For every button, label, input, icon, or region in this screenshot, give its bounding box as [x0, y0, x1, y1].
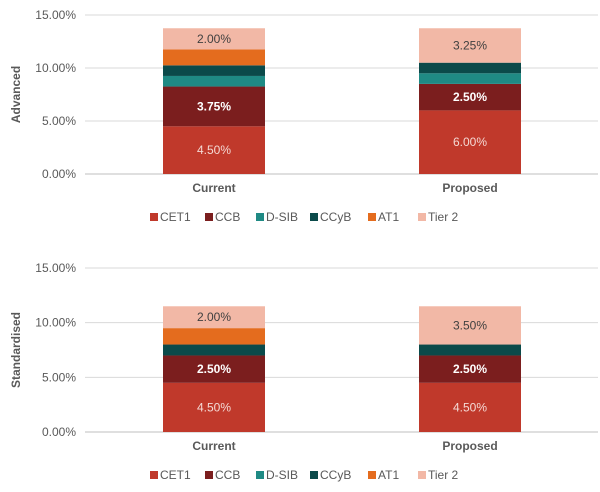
chart-2-bar-proposed-ccb	[419, 355, 521, 383]
chart-2-legend-swatch-tier-2	[418, 471, 426, 479]
chart-1-legend-swatch-ccyb	[310, 213, 318, 221]
chart-1-bar-proposed-ccyb	[419, 62, 521, 74]
chart-1-bar-current-d-sib	[163, 75, 265, 87]
chart-2-data-label-current-ccb: 2.50%	[197, 362, 231, 376]
chart-1-bar-proposed-tier-2	[419, 28, 521, 63]
chart-1-bar-proposed-ccb	[419, 83, 521, 111]
chart-2-data-label-proposed-cet1: 4.50%	[453, 400, 487, 414]
chart-2-legend-swatch-d-sib	[256, 471, 264, 479]
chart-1-bar-current-ccb	[163, 86, 265, 127]
chart-1-data-label-current-cet1: 4.50%	[197, 143, 231, 157]
chart-2-category-label-proposed: Proposed	[442, 439, 497, 453]
chart-1-legend-label-ccyb: CCyB	[320, 210, 351, 224]
chart-1-bar-current-tier-2	[163, 28, 265, 50]
chart-2-data-label-proposed-tier-2: 3.50%	[453, 318, 487, 332]
chart-1-legend-label-tier-2: Tier 2	[428, 210, 459, 224]
chart-2-bar-current-ccyb	[163, 344, 265, 356]
chart-2-bar-proposed-tier-2	[419, 306, 521, 345]
chart-1-data-label-current-tier-2: 2.00%	[197, 32, 231, 46]
chart-1-legend-swatch-cet1	[150, 213, 158, 221]
chart-2-legend-label-d-sib: D-SIB	[266, 468, 298, 482]
chart-2-data-label-current-cet1: 4.50%	[197, 400, 231, 414]
chart-2-bar-proposed-ccyb	[419, 344, 521, 356]
chart-2-legend-swatch-ccb	[205, 471, 213, 479]
chart-2-bar-current-tier-2	[163, 306, 265, 329]
chart-1-category-label-current: Current	[192, 181, 235, 195]
chart-2-legend-label-ccb: CCB	[215, 468, 240, 482]
chart-1-legend-label-at1: AT1	[378, 210, 399, 224]
chart-1-legend-label-d-sib: D-SIB	[266, 210, 298, 224]
chart-1-bar-proposed-cet1	[419, 110, 521, 174]
chart-2-y-tick-label: 10.00%	[35, 316, 76, 330]
chart-2-legend-label-at1: AT1	[378, 468, 399, 482]
chart-2-bar-proposed-cet1	[419, 382, 521, 432]
chart-2-legend-swatch-at1	[368, 471, 376, 479]
chart-2-legend-label-tier-2: Tier 2	[428, 468, 459, 482]
chart-1-data-label-current-ccb: 3.75%	[197, 99, 231, 113]
chart-1-legend-swatch-d-sib	[256, 213, 264, 221]
chart-1-bar-current-ccyb	[163, 65, 265, 76]
chart-2-bar-current-cet1	[163, 382, 265, 432]
chart-2-data-label-current-tier-2: 2.00%	[197, 310, 231, 324]
chart-1-legend-swatch-tier-2	[418, 213, 426, 221]
chart-1-y-axis-title: Advanced	[9, 66, 23, 123]
chart-1-legend-swatch-ccb	[205, 213, 213, 221]
chart-2-legend-swatch-cet1	[150, 471, 158, 479]
chart-1-y-tick-label: 0.00%	[42, 167, 76, 181]
chart-1-bar-proposed-d-sib	[419, 73, 521, 84]
chart-1-legend-label-cet1: CET1	[160, 210, 191, 224]
chart-2-legend-swatch-ccyb	[310, 471, 318, 479]
chart-2-data-label-proposed-ccb: 2.50%	[453, 362, 487, 376]
chart-2-y-tick-label: 0.00%	[42, 425, 76, 439]
chart-1-data-label-proposed-tier-2: 3.25%	[453, 38, 487, 52]
chart-2-y-tick-label: 5.00%	[42, 370, 76, 384]
chart-1-legend-label-ccb: CCB	[215, 210, 240, 224]
chart-1-bar-current-at1	[163, 49, 265, 66]
chart-1-legend-swatch-at1	[368, 213, 376, 221]
chart-1-y-tick-label: 10.00%	[35, 61, 76, 75]
chart-2-bar-current-ccb	[163, 355, 265, 383]
chart-2-legend-label-ccyb: CCyB	[320, 468, 351, 482]
chart-1-bar-current-cet1	[163, 126, 265, 174]
chart-2-legend-label-cet1: CET1	[160, 468, 191, 482]
chart-1-data-label-proposed-ccb: 2.50%	[453, 90, 487, 104]
chart-1-category-label-proposed: Proposed	[442, 181, 497, 195]
chart-2-bar-current-at1	[163, 328, 265, 345]
chart-1-data-label-proposed-cet1: 6.00%	[453, 135, 487, 149]
chart-2-y-axis-title: Standardised	[9, 312, 23, 388]
chart-2-category-label-current: Current	[192, 439, 235, 453]
chart-1-y-tick-label: 5.00%	[42, 114, 76, 128]
chart-2-y-tick-label: 15.00%	[35, 261, 76, 275]
chart-1-y-tick-label: 15.00%	[35, 8, 76, 22]
